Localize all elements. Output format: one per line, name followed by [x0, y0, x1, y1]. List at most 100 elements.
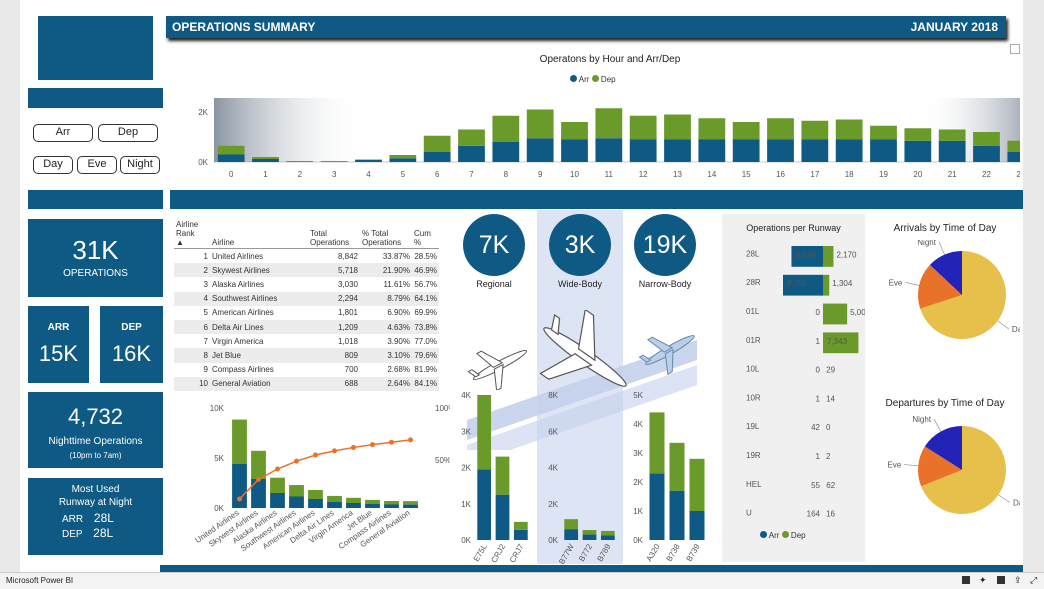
type-dep-bar[interactable] [650, 412, 665, 473]
type-arr-bar[interactable] [564, 529, 578, 540]
type-dep-bar[interactable] [514, 522, 528, 530]
hour-dep-bar[interactable] [973, 132, 1000, 146]
type-arr-bar[interactable] [601, 535, 615, 540]
hour-dep-bar[interactable] [252, 157, 279, 159]
hour-arr-bar[interactable] [870, 140, 897, 163]
airline-arr-bar[interactable] [251, 479, 266, 508]
runway-dep-bar[interactable] [823, 246, 833, 267]
filter-night-button[interactable]: Night [120, 156, 160, 174]
hour-dep-bar[interactable] [527, 110, 554, 139]
hour-arr-bar[interactable] [595, 138, 622, 162]
hour-arr-bar[interactable] [630, 140, 657, 163]
hour-arr-bar[interactable] [458, 146, 485, 162]
hour-dep-bar[interactable] [767, 118, 794, 139]
share-icon[interactable]: ⇪ [1014, 575, 1022, 586]
cum-point[interactable] [313, 452, 318, 457]
hour-arr-bar[interactable] [252, 159, 279, 162]
hour-dep-bar[interactable] [561, 122, 588, 140]
hour-arr-bar[interactable] [527, 138, 554, 162]
airline-dep-bar[interactable] [270, 478, 285, 493]
airline-arr-bar[interactable] [270, 493, 285, 508]
hour-dep-bar[interactable] [492, 116, 519, 142]
hour-dep-bar[interactable] [733, 122, 760, 140]
airline-table[interactable]: Airline Rank▲ Airline Total Operations %… [174, 219, 439, 391]
runway-dep-bar[interactable] [823, 304, 847, 325]
airline-arr-bar[interactable] [384, 505, 399, 509]
type-arr-bar[interactable] [690, 511, 705, 540]
hour-arr-bar[interactable] [973, 146, 1000, 162]
widebody-circle[interactable]: 3K [549, 214, 611, 276]
cum-point[interactable] [256, 477, 261, 482]
airline-dep-bar[interactable] [327, 496, 342, 502]
hour-arr-bar[interactable] [801, 140, 828, 163]
hour-arr-bar[interactable] [561, 140, 588, 163]
filter-eve-button[interactable]: Eve [77, 156, 117, 174]
airline-arr-bar[interactable] [289, 497, 304, 509]
type-dep-bar[interactable] [583, 530, 597, 535]
runway-bar-chart[interactable]: 28L6,5392,17028R8,2951,30401L05,00401R17… [722, 234, 865, 544]
filter-dep-button[interactable]: Dep [98, 124, 158, 142]
cum-point[interactable] [351, 445, 356, 450]
airline-dep-bar[interactable] [289, 485, 304, 496]
filter-day-button[interactable]: Day [33, 156, 73, 174]
hour-arr-bar[interactable] [355, 160, 382, 162]
hour-dep-bar[interactable] [1007, 141, 1020, 152]
fullscreen-icon[interactable]: ⤢ [1030, 575, 1037, 586]
airline-arr-bar[interactable] [346, 503, 361, 508]
airline-dep-bar[interactable] [251, 451, 266, 479]
cum-point[interactable] [370, 442, 375, 447]
hour-dep-bar[interactable] [939, 130, 966, 141]
cum-point[interactable] [275, 467, 280, 472]
hour-arr-bar[interactable] [698, 140, 725, 163]
hour-dep-bar[interactable] [595, 108, 622, 138]
type-dep-bar[interactable] [601, 531, 615, 536]
cum-point[interactable] [389, 440, 394, 445]
cum-point[interactable] [294, 459, 299, 464]
type-arr-bar[interactable] [514, 530, 528, 540]
hour-dep-bar[interactable] [424, 136, 451, 152]
col-cum-header[interactable]: Cum % [412, 219, 439, 249]
hour-dep-bar[interactable] [870, 126, 897, 140]
hour-arr-bar[interactable] [767, 140, 794, 163]
hour-dep-bar[interactable] [664, 115, 691, 140]
hour-dep-bar[interactable] [355, 160, 382, 161]
cum-point[interactable] [237, 496, 242, 501]
airline-arr-bar[interactable] [308, 499, 323, 508]
focus-mode-icon[interactable] [1010, 44, 1020, 54]
cum-point[interactable] [332, 448, 337, 453]
hour-arr-bar[interactable] [1007, 152, 1020, 162]
col-rank-header[interactable]: Airline Rank▲ [174, 219, 210, 249]
type-arr-bar[interactable] [650, 473, 665, 540]
filter-arr-button[interactable]: Arr [33, 124, 93, 142]
linkedin-icon[interactable] [962, 576, 970, 584]
hour-arr-bar[interactable] [389, 158, 416, 162]
col-pct-header[interactable]: % Total Operations [360, 219, 412, 249]
twitter-icon[interactable]: ✦ [979, 575, 987, 586]
regional-circle[interactable]: 7K [463, 214, 525, 276]
hour-dep-bar[interactable] [904, 128, 931, 141]
hour-dep-bar[interactable] [458, 130, 485, 146]
type-dep-bar[interactable] [477, 395, 491, 469]
airline-arr-bar[interactable] [365, 504, 380, 508]
hour-arr-bar[interactable] [836, 140, 863, 163]
narrowbody-circle[interactable]: 19K [634, 214, 696, 276]
hour-dep-bar[interactable] [630, 116, 657, 140]
airline-arr-bar[interactable] [327, 502, 342, 508]
hour-dep-bar[interactable] [836, 120, 863, 140]
hour-arr-bar[interactable] [286, 162, 313, 163]
hour-dep-bar[interactable] [698, 118, 725, 139]
type-arr-bar[interactable] [583, 535, 597, 540]
hour-arr-bar[interactable] [904, 141, 931, 162]
type-dep-bar[interactable] [670, 443, 685, 491]
hour-dep-bar[interactable] [389, 155, 416, 158]
hour-arr-bar[interactable] [733, 140, 760, 163]
